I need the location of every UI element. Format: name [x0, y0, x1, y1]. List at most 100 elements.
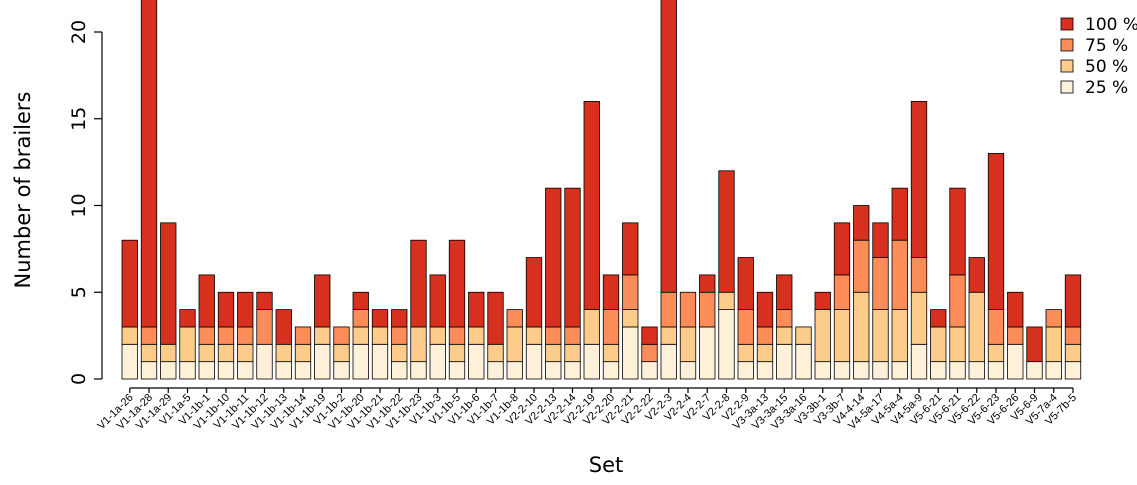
x-axis: V1-1a-26V1-1a-28V1-1a-29V1-1a-5V1-1b-1V1…: [95, 387, 1079, 432]
bar-segment: [140, 361, 158, 380]
bar-segment: [756, 361, 774, 380]
bar-segment: [679, 291, 697, 328]
legend-label: 100 %: [1085, 15, 1137, 35]
bar-segment: [756, 326, 774, 345]
bar-segment: [641, 361, 658, 380]
bar-segment: [564, 343, 581, 363]
bar-segment: [275, 343, 292, 363]
bar-segment: [622, 326, 639, 380]
legend-label: 25 %: [1085, 78, 1128, 98]
bar-segment: [545, 361, 562, 380]
bar-segment: [795, 326, 812, 345]
bar-segment: [891, 187, 908, 241]
y-tick-label: 0: [68, 373, 90, 385]
bar-segment: [545, 343, 562, 363]
bar-segment: [371, 343, 389, 380]
bar-segment: [256, 343, 273, 380]
bar-segment: [237, 343, 254, 363]
bar-segment: [237, 291, 254, 328]
bar-segment: [217, 326, 235, 345]
bar-segment: [872, 309, 889, 363]
bar-segment: [949, 187, 966, 276]
bar-segment: [468, 291, 485, 328]
y-tick-label: 15: [68, 107, 90, 131]
bar-segment: [1026, 326, 1043, 363]
bar-segment: [371, 309, 389, 328]
bar-segment: [968, 257, 985, 293]
bar-segment: [737, 361, 754, 380]
bar-segment: [333, 343, 350, 363]
bar-segment: [891, 309, 908, 363]
bar-segment: [987, 343, 1005, 363]
bar-segment: [506, 361, 523, 380]
bar-segment: [833, 274, 851, 310]
bar-segment: [699, 291, 716, 328]
bar-segment: [737, 309, 754, 345]
bar-segment: [391, 343, 408, 363]
bar-segment: [853, 291, 870, 363]
bar-segment: [891, 239, 908, 310]
bar-segment: [429, 274, 446, 328]
bar-segment: [756, 291, 774, 328]
bar-segment: [564, 187, 581, 328]
bar-segment: [487, 291, 504, 345]
bar-segment: [198, 326, 215, 345]
bar-segment: [1045, 361, 1062, 380]
bar-segment: [391, 309, 408, 328]
bar-segment: [1007, 326, 1024, 345]
bar-segment: [256, 291, 273, 311]
bar-segment: [756, 343, 774, 363]
bar-segment: [160, 343, 177, 363]
bar-segment: [525, 326, 543, 345]
bar-segment: [814, 309, 831, 363]
bar-segment: [949, 326, 966, 363]
bar-segment: [1064, 326, 1082, 345]
bar-segment: [294, 343, 312, 363]
bar-segment: [140, 326, 158, 345]
bar-segment: [718, 170, 735, 293]
bar-segment: [660, 291, 677, 328]
bar-segment: [275, 361, 292, 380]
bar-segment: [602, 343, 620, 363]
bar-segment: [121, 343, 138, 380]
y-tick-label: 5: [68, 286, 90, 298]
bar-segment: [160, 222, 177, 345]
bar-segment: [256, 309, 273, 345]
bar-segment: [1045, 309, 1062, 328]
bar-segment: [737, 343, 754, 363]
legend-swatch: [1060, 17, 1074, 31]
bar-segment: [333, 361, 350, 380]
bar-segment: [930, 326, 947, 363]
bar-segment: [217, 343, 235, 363]
bar-segment: [776, 309, 793, 328]
bar-segment: [660, 0, 677, 293]
bar-segment: [179, 361, 196, 380]
bar-segment: [949, 274, 966, 328]
bar-segment: [1045, 326, 1062, 363]
bar-segment: [814, 361, 831, 380]
x-axis-title: Set: [589, 453, 623, 477]
bar-segment: [525, 257, 543, 328]
bar-segment: [217, 291, 235, 328]
bar-segment: [1064, 361, 1082, 380]
bar-segment: [468, 326, 485, 345]
bar-segment: [448, 326, 466, 345]
bar-segment: [294, 361, 312, 380]
bar-segment: [833, 309, 851, 363]
bar-segment: [853, 205, 870, 241]
bar-segment: [622, 222, 639, 276]
bar-segment: [814, 291, 831, 311]
bar-segment: [641, 343, 658, 363]
bar-segment: [872, 222, 889, 258]
bar-segment: [410, 361, 427, 380]
bar-segment: [314, 326, 331, 345]
bar-segment: [583, 343, 600, 380]
bar-segment: [198, 361, 215, 380]
bar-segment: [217, 361, 235, 380]
legend-swatch: [1060, 38, 1074, 52]
bar-segment: [352, 309, 369, 328]
bar-segment: [910, 257, 928, 293]
bar-segment: [622, 309, 639, 328]
bar-segment: [853, 239, 870, 293]
